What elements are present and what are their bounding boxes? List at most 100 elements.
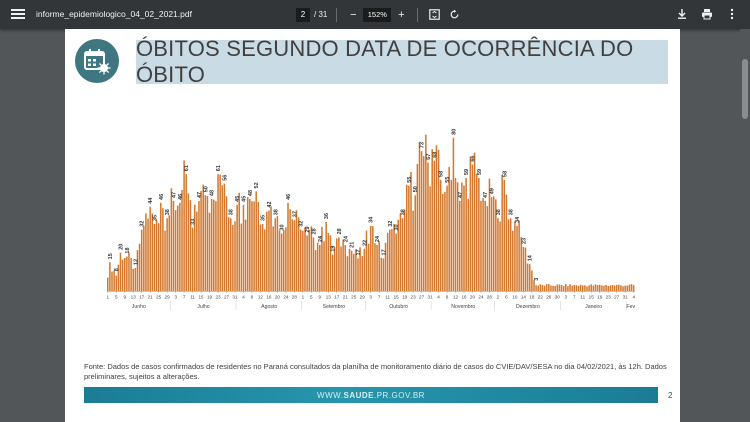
more-icon[interactable] <box>724 6 740 22</box>
bar <box>492 196 495 291</box>
bar <box>401 218 404 291</box>
pdf-page: ÓBITOS SEGUNDO DATA DE OCORRÊNCIA DO ÓBI… <box>65 29 680 422</box>
bar <box>456 182 459 291</box>
data-label: 61 <box>216 165 222 171</box>
bar <box>363 248 366 291</box>
footer-url-suffix: .PR.GOV.BR <box>374 390 425 400</box>
bar <box>166 218 168 291</box>
bar <box>528 264 531 291</box>
data-label: 35 <box>152 215 158 221</box>
bar <box>321 226 323 291</box>
bar <box>632 285 635 291</box>
x-tick-label: 12 <box>258 295 264 300</box>
menu-icon[interactable] <box>10 6 26 22</box>
bar <box>545 284 548 291</box>
data-label: 47 <box>458 192 464 198</box>
x-tick-label: 21 <box>148 295 154 300</box>
zoom-out-icon[interactable]: − <box>350 8 357 21</box>
data-label: 32 <box>388 221 394 227</box>
bar <box>505 194 508 291</box>
bar <box>554 286 556 291</box>
data-label: 22 <box>362 240 368 246</box>
bar <box>613 285 616 291</box>
data-label: 28 <box>311 228 317 234</box>
bar <box>520 236 523 291</box>
bar <box>174 210 177 291</box>
x-tick-label: 6 <box>505 295 508 300</box>
bar <box>111 271 113 291</box>
bar <box>414 195 416 291</box>
bar <box>425 134 427 291</box>
bar <box>119 252 122 291</box>
data-label: 38 <box>165 209 171 215</box>
data-label: 38 <box>496 209 502 215</box>
bar <box>336 238 338 291</box>
bar <box>495 199 497 291</box>
data-label: 49 <box>490 188 496 194</box>
x-tick-label: 31 <box>428 295 434 300</box>
x-tick-label: 22 <box>538 295 544 300</box>
download-icon[interactable] <box>674 6 690 22</box>
bar <box>217 174 219 291</box>
bar <box>342 239 344 291</box>
bar <box>134 268 137 291</box>
bar <box>420 151 423 291</box>
bar <box>147 218 149 291</box>
scrollbar[interactable] <box>740 29 750 422</box>
data-label: 58 <box>502 171 508 177</box>
bar <box>601 285 603 291</box>
x-tick-label: 4 <box>437 295 440 300</box>
bar <box>331 254 334 291</box>
data-label: 17 <box>356 249 362 255</box>
x-tick-label: 23 <box>215 295 221 300</box>
bar <box>590 284 592 291</box>
bar <box>176 205 179 291</box>
x-tick-label: 24 <box>283 295 289 300</box>
bar <box>367 243 370 291</box>
bar <box>117 264 120 291</box>
bar <box>251 201 253 291</box>
bar <box>403 209 406 291</box>
bar <box>594 284 597 291</box>
x-tick-label: 17 <box>334 295 340 300</box>
bar <box>431 149 433 291</box>
bar <box>266 211 268 291</box>
bar <box>567 286 569 291</box>
page-number-input[interactable]: 2 <box>296 7 310 22</box>
zoom-level-input[interactable]: 152% <box>363 7 392 22</box>
data-label: 17 <box>381 249 387 255</box>
bar <box>181 189 183 291</box>
bar <box>302 230 304 291</box>
bar <box>236 204 238 291</box>
bar <box>312 237 315 291</box>
x-tick-label: 8 <box>446 295 449 300</box>
toolbar-actions <box>674 6 740 22</box>
bar <box>518 220 520 291</box>
bar <box>524 247 527 291</box>
data-label: 18 <box>125 247 131 253</box>
print-icon[interactable] <box>699 6 715 22</box>
scrollbar-thumb[interactable] <box>742 59 748 119</box>
slide-title-band: ÓBITOS SEGUNDO DATA DE OCORRÊNCIA DO ÓBI… <box>136 36 668 87</box>
x-tick-label: 25 <box>156 295 162 300</box>
bar <box>389 229 391 291</box>
rotate-icon[interactable] <box>447 8 461 22</box>
x-tick-label: 19 <box>207 295 213 300</box>
bar <box>463 185 465 291</box>
bar <box>208 212 211 291</box>
bar <box>346 256 349 291</box>
bar <box>467 198 470 291</box>
x-tick-label: 26 <box>546 295 552 300</box>
bar <box>569 284 571 291</box>
month-label: Julho <box>197 304 210 310</box>
bar <box>444 191 446 291</box>
bar <box>340 246 342 291</box>
data-label: 48 <box>210 190 216 196</box>
bar <box>278 230 281 291</box>
bar <box>291 219 294 291</box>
zoom-in-icon[interactable]: + <box>398 8 405 21</box>
data-label: 37 <box>292 211 298 217</box>
data-label: 30 <box>280 224 286 230</box>
fit-page-icon[interactable] <box>427 8 441 22</box>
bar <box>113 270 115 291</box>
